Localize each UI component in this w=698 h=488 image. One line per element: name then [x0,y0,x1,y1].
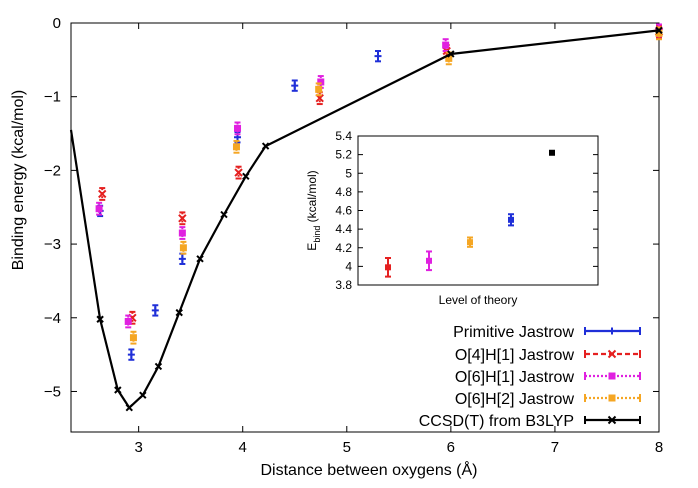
y-tick-label: −3 [44,236,61,253]
data-point [95,205,103,213]
data-point [242,172,250,180]
legend-label: CCSD(T) from B3LYP [419,413,574,430]
inset-data-point [385,264,391,271]
inset-y-tick-label: 4 [345,259,352,273]
x-tick-label: 5 [343,439,351,456]
y-axis-label: Binding energy (kcal/mol) [10,90,27,271]
legend: Primitive Jastrow O[4]H[1] Jastrow O[6]H[1… [419,324,641,430]
legend-marker [607,415,617,425]
legend-label: Primitive Jastrow [453,324,574,341]
data-point [442,41,450,49]
inset-x-axis-label: Level of theory [439,293,518,307]
data-point [124,317,132,325]
data-point [179,244,187,252]
inset-data-point [467,239,473,246]
data-point [114,386,122,394]
inset-y-label-main: E [305,243,319,251]
inset-y-axis-label: Ebind (kcal/mol) [305,170,322,250]
series-3 [129,26,663,345]
x-tick-label: 7 [551,439,559,456]
data-point [125,403,133,412]
data-point [291,82,299,90]
data-point [96,315,104,323]
y-tick-label: −4 [44,310,61,327]
data-point [129,334,137,342]
x-tick-label: 4 [239,439,247,456]
inset-y-tick-label: 4.2 [335,241,352,255]
y-tick-label: 0 [53,15,61,32]
inset-data-point [508,216,514,223]
data-point [98,189,107,199]
series-layer [69,23,664,412]
inset-data-point [426,257,432,264]
data-point [139,391,147,399]
data-point [374,52,382,60]
data-point [220,210,228,219]
data-point [445,54,453,62]
y-tick-label: −1 [44,89,61,106]
data-point [315,85,323,93]
data-point [234,124,242,132]
legend-marker [608,394,616,402]
legend-marker [608,327,616,335]
data-point [178,229,186,237]
x-tick-label: 6 [447,439,455,456]
data-point [151,306,159,314]
data-point [196,255,204,263]
legend-label: O[6]H[1] Jastrow [455,369,575,386]
y-tick-label: −5 [44,383,61,400]
plot-border [70,22,660,433]
legend-marker [608,372,616,380]
inset-y-tick-label: 5.2 [335,148,352,162]
inset-y-tick-label: 4.6 [335,204,352,218]
inset-y-tick-label: 5.4 [335,129,352,143]
data-point [261,142,270,150]
plot-frame [70,22,660,433]
inset-y-tick-label: 4.8 [335,185,352,199]
x-tick-label: 8 [655,439,663,456]
x-tick-label: 3 [134,439,142,456]
x-axis-label: Distance between oxygens (Å) [261,460,478,479]
data-point [234,168,243,177]
data-point [178,214,187,223]
legend-label: O[4]H[1] Jastrow [455,347,575,364]
y-axis-ticks: 0 −1 −2 −3 −4 −5 [44,15,659,400]
data-point [232,143,240,151]
inset-border [357,135,599,286]
data-point [655,29,663,37]
data-point [175,308,183,317]
inset-y-tick-label: 3.8 [335,278,352,292]
inset-chart: 3.8 4 4.2 4.4 4.6 4.8 5 5.2 5.4 Level of theory Eb… [305,129,599,307]
inset-y-label-unit: (kcal/mol) [305,170,319,225]
data-point [317,78,325,86]
y-tick-label: −2 [44,162,61,179]
inset-y-label-sub: bind [312,226,322,243]
data-point [127,351,135,359]
series-4 [69,26,663,412]
inset-data-point [549,149,555,156]
data-point [655,26,663,35]
legend-marker [607,349,617,359]
inset-y-tick-label: 5 [345,166,352,180]
data-point [154,362,163,371]
x-axis-ticks: 3 4 5 6 7 8 [134,23,663,456]
inset-y-tick-label: 4.4 [335,222,352,236]
data-point [447,50,455,58]
legend-label: O[6]H[2] Jastrow [455,391,575,408]
data-point [178,255,186,263]
